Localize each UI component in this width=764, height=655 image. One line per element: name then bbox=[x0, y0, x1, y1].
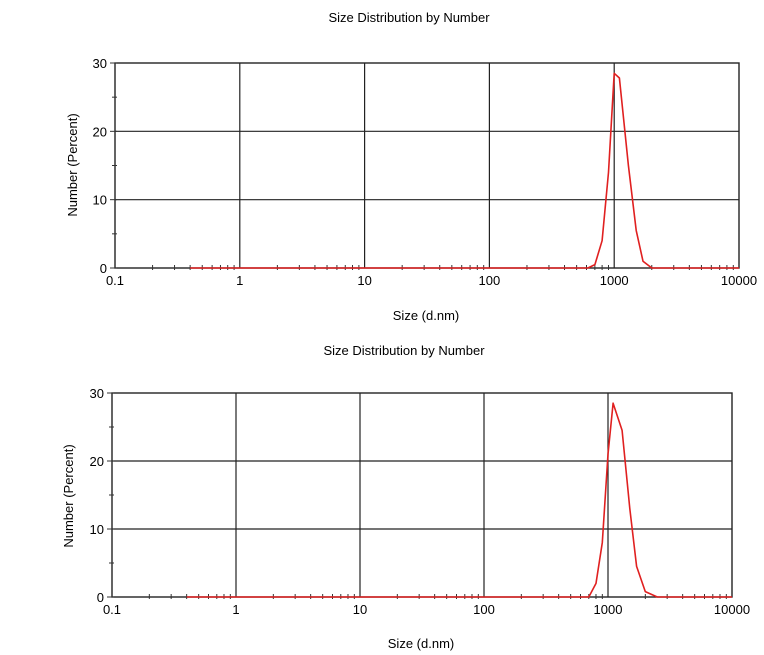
y-tick-label: 30 bbox=[93, 56, 107, 71]
x-tick-label: 1 bbox=[232, 602, 239, 617]
y-tick-label: 20 bbox=[90, 454, 104, 469]
y-axis-label: Number (Percent) bbox=[65, 113, 80, 216]
series-line bbox=[186, 402, 732, 598]
y-tick-label: 20 bbox=[93, 124, 107, 139]
x-tick-label: 10000 bbox=[714, 602, 750, 617]
chart-title: Size Distribution by Number bbox=[328, 10, 490, 25]
y-axis-label: Number (Percent) bbox=[61, 444, 76, 547]
x-tick-label: 0.1 bbox=[103, 602, 121, 617]
x-tick-label: 10 bbox=[353, 602, 367, 617]
y-tick-label: 0 bbox=[97, 590, 104, 605]
series-line bbox=[190, 72, 739, 269]
x-tick-label: 100 bbox=[473, 602, 495, 617]
x-tick-label: 0.1 bbox=[106, 273, 124, 288]
x-tick-label: 100 bbox=[479, 273, 501, 288]
x-tick-label: 10 bbox=[357, 273, 371, 288]
y-tick-label: 30 bbox=[90, 386, 104, 401]
x-tick-label: 10000 bbox=[721, 273, 757, 288]
plot-frame bbox=[114, 62, 740, 269]
chart-title: Size Distribution by Number bbox=[323, 343, 485, 358]
y-tick-label: 0 bbox=[100, 261, 107, 276]
x-axis-label: Size (d.nm) bbox=[388, 636, 454, 651]
x-tick-label: 1 bbox=[236, 273, 243, 288]
x-axis-label: Size (d.nm) bbox=[393, 308, 459, 323]
plot-area: 0.1 1 10 100 1000 10000 0 10 20 30 bbox=[93, 56, 758, 288]
size-distribution-chart-2: Size Distribution by Number 0.1 1 10 100 100… bbox=[61, 343, 751, 651]
x-tick-label: 1000 bbox=[594, 602, 623, 617]
plot-area: 0.1 1 10 100 1000 10000 0 10 20 30 bbox=[90, 386, 751, 617]
y-tick-label: 10 bbox=[90, 522, 104, 537]
plot-frame bbox=[111, 392, 733, 598]
y-tick-label: 10 bbox=[93, 193, 107, 208]
x-tick-label: 1000 bbox=[600, 273, 629, 288]
size-distribution-chart-1: Size Distribution by Number 0.1 1 10 100 100… bbox=[65, 10, 758, 323]
